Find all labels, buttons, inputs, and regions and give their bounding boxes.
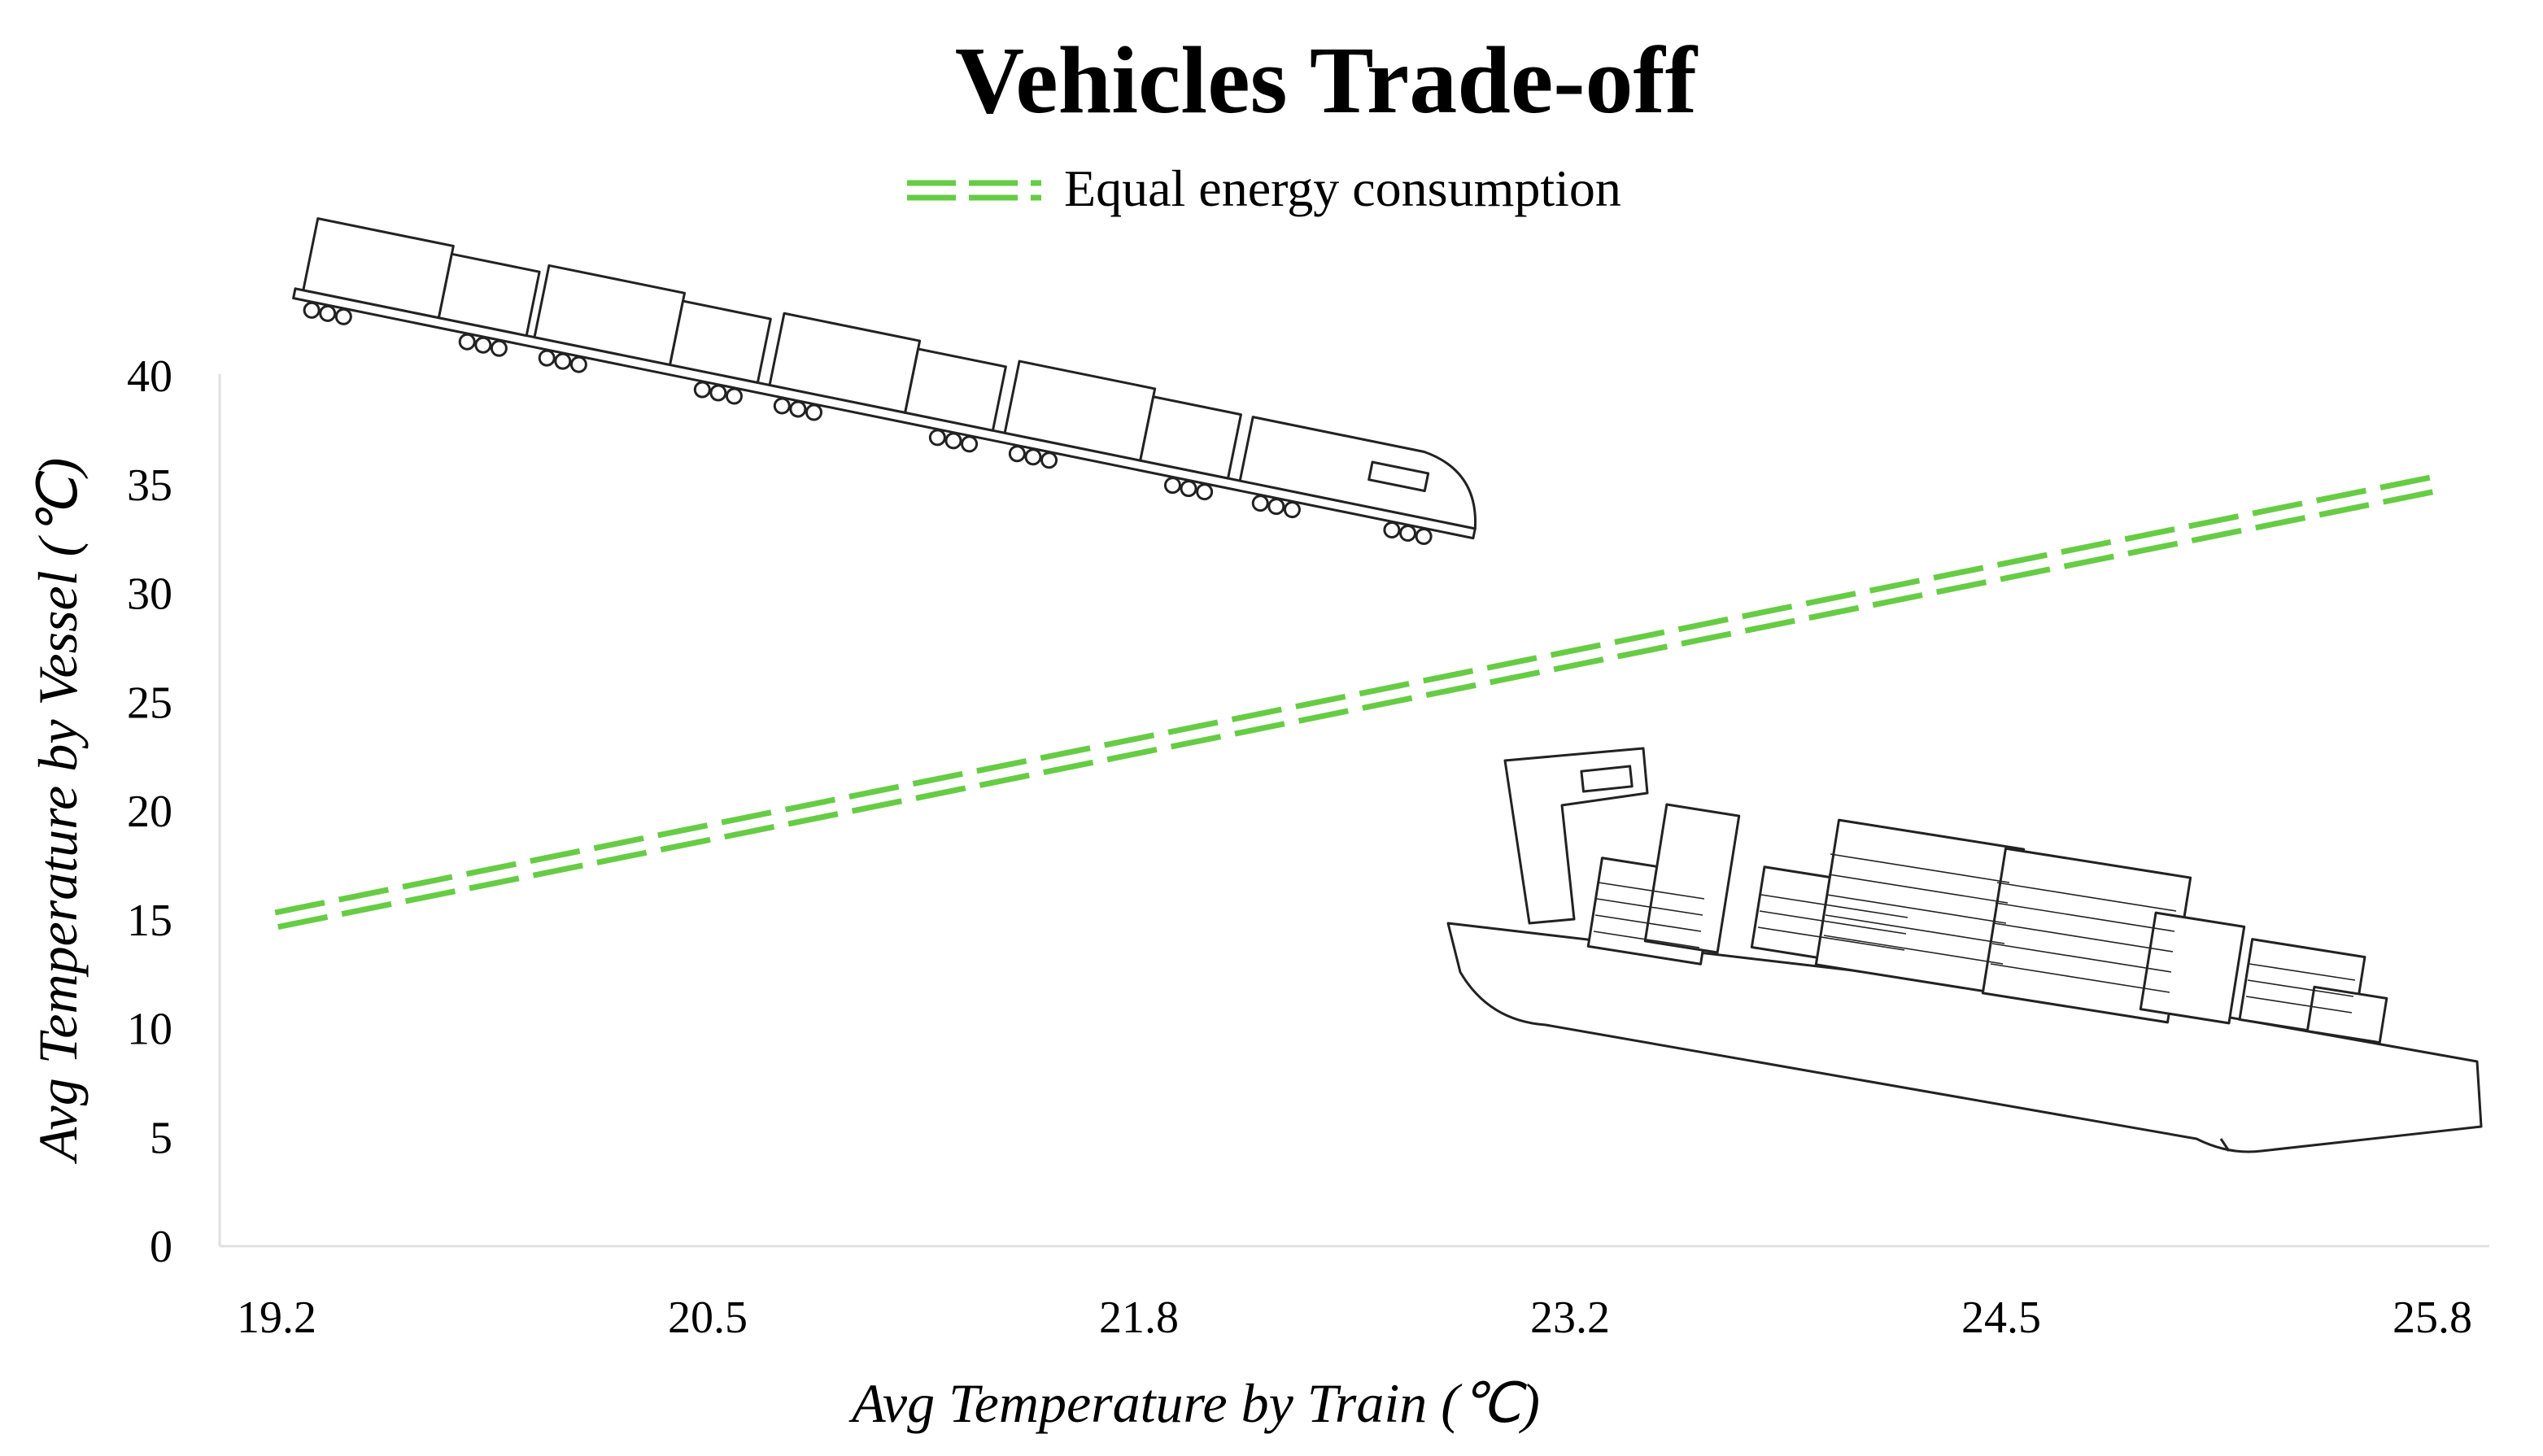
train-icon — [292, 217, 1477, 545]
axes — [218, 374, 2489, 1248]
container-ship-icon — [1446, 747, 2483, 1153]
y-tick-labels: 0 5 10 15 20 25 30 35 40 — [127, 351, 172, 1272]
legend-swatch — [907, 180, 1041, 201]
chart-title: Vehicles Trade-off — [955, 27, 1699, 133]
series-equal-energy-consumption — [274, 474, 2435, 931]
legend-label: Equal energy consumption — [1064, 159, 1621, 217]
x-tick-label: 20.5 — [668, 1293, 748, 1343]
x-tick-label: 19.2 — [237, 1293, 316, 1343]
y-tick-label: 40 — [127, 351, 172, 402]
x-tick-label: 23.2 — [1530, 1293, 1610, 1343]
series-line-upper — [277, 489, 2435, 931]
y-tick-label: 20 — [127, 787, 172, 837]
y-axis-label: Avg Temperature by Vessel (℃) — [27, 458, 89, 1165]
x-tick-label: 25.8 — [2393, 1293, 2472, 1343]
y-tick-label: 30 — [127, 569, 172, 620]
y-tick-label: 25 — [127, 678, 172, 728]
y-tick-label: 35 — [127, 460, 172, 511]
y-tick-label: 15 — [127, 896, 172, 946]
legend: Equal energy consumption — [907, 159, 1621, 217]
x-tick-labels: 19.2 20.5 21.8 23.2 24.5 25.8 — [237, 1293, 2472, 1343]
y-tick-label: 0 — [150, 1222, 172, 1272]
x-tick-label: 21.8 — [1099, 1293, 1179, 1343]
y-tick-label: 5 — [150, 1113, 172, 1163]
x-axis-label: Avg Temperature by Train (℃) — [848, 1372, 1540, 1434]
series-line-lower — [274, 474, 2432, 916]
x-tick-label: 24.5 — [1961, 1293, 2041, 1343]
y-tick-label: 10 — [127, 1005, 172, 1055]
